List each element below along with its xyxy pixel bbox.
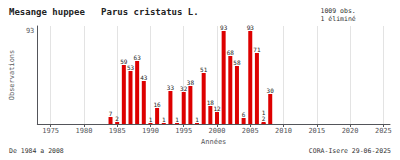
svg-text:53: 53 — [127, 64, 135, 71]
svg-text:1: 1 — [195, 116, 199, 123]
svg-text:2020: 2020 — [342, 127, 359, 135]
svg-text:1990: 1990 — [142, 127, 159, 135]
svg-text:16: 16 — [153, 101, 161, 108]
svg-text:18: 18 — [206, 98, 214, 106]
svg-text:32: 32 — [180, 85, 188, 92]
svg-text:2005: 2005 — [242, 127, 259, 135]
svg-text:2: 2 — [115, 115, 119, 122]
svg-text:1009 obs.: 1009 obs. — [321, 7, 356, 15]
svg-text:7: 7 — [109, 110, 113, 117]
svg-text:Observations: Observations — [8, 50, 16, 101]
svg-text:1980: 1980 — [75, 127, 92, 135]
svg-text:30: 30 — [267, 87, 275, 94]
svg-text:Années: Années — [201, 138, 226, 146]
svg-text:12: 12 — [213, 105, 221, 112]
svg-text:93: 93 — [247, 24, 255, 31]
svg-text:De 1984 a 2008: De 1984 a 2008 — [9, 147, 64, 155]
svg-text:2015: 2015 — [308, 127, 325, 135]
svg-text:68: 68 — [227, 49, 235, 56]
svg-text:38: 38 — [187, 79, 195, 86]
svg-text:71: 71 — [253, 46, 261, 53]
svg-text:Mesange huppee Parus cristat: Mesange huppee Parus cristatus L. — [9, 7, 199, 17]
svg-text:63: 63 — [134, 54, 142, 61]
svg-text:59: 59 — [120, 57, 128, 65]
svg-text:33: 33 — [167, 84, 175, 91]
svg-text:1: 1 — [175, 116, 179, 123]
svg-text:58: 58 — [233, 59, 241, 66]
svg-text:1995: 1995 — [175, 127, 192, 135]
svg-text:1985: 1985 — [109, 127, 126, 135]
svg-text:51: 51 — [200, 66, 208, 73]
svg-text:CORA-Isere 29-06-2025: CORA-Isere 29-06-2025 — [309, 147, 391, 155]
svg-text:43: 43 — [140, 74, 148, 81]
svg-text:2000: 2000 — [209, 127, 226, 135]
svg-text:2: 2 — [262, 115, 266, 122]
svg-text:2010: 2010 — [275, 127, 292, 135]
svg-text:2025: 2025 — [375, 127, 392, 135]
svg-text:1: 1 — [262, 109, 266, 116]
svg-text:1: 1 — [162, 116, 166, 123]
svg-text:1: 1 — [149, 116, 153, 123]
svg-text:6: 6 — [242, 111, 246, 118]
svg-text:93: 93 — [26, 27, 34, 35]
svg-text:1975: 1975 — [42, 127, 59, 135]
svg-text:1 éliminé: 1 éliminé — [321, 15, 356, 23]
svg-text:93: 93 — [220, 24, 228, 31]
